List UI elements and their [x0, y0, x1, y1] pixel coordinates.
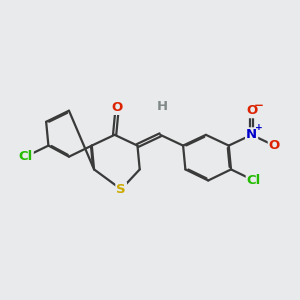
Text: N: N	[246, 128, 257, 141]
Text: S: S	[116, 183, 126, 196]
Text: Cl: Cl	[19, 150, 33, 163]
Text: O: O	[269, 139, 280, 152]
Text: O: O	[246, 104, 257, 117]
Text: −: −	[254, 99, 264, 112]
Text: H: H	[157, 100, 168, 113]
Text: Cl: Cl	[247, 174, 261, 187]
Text: +: +	[255, 123, 262, 132]
Text: O: O	[111, 101, 122, 114]
